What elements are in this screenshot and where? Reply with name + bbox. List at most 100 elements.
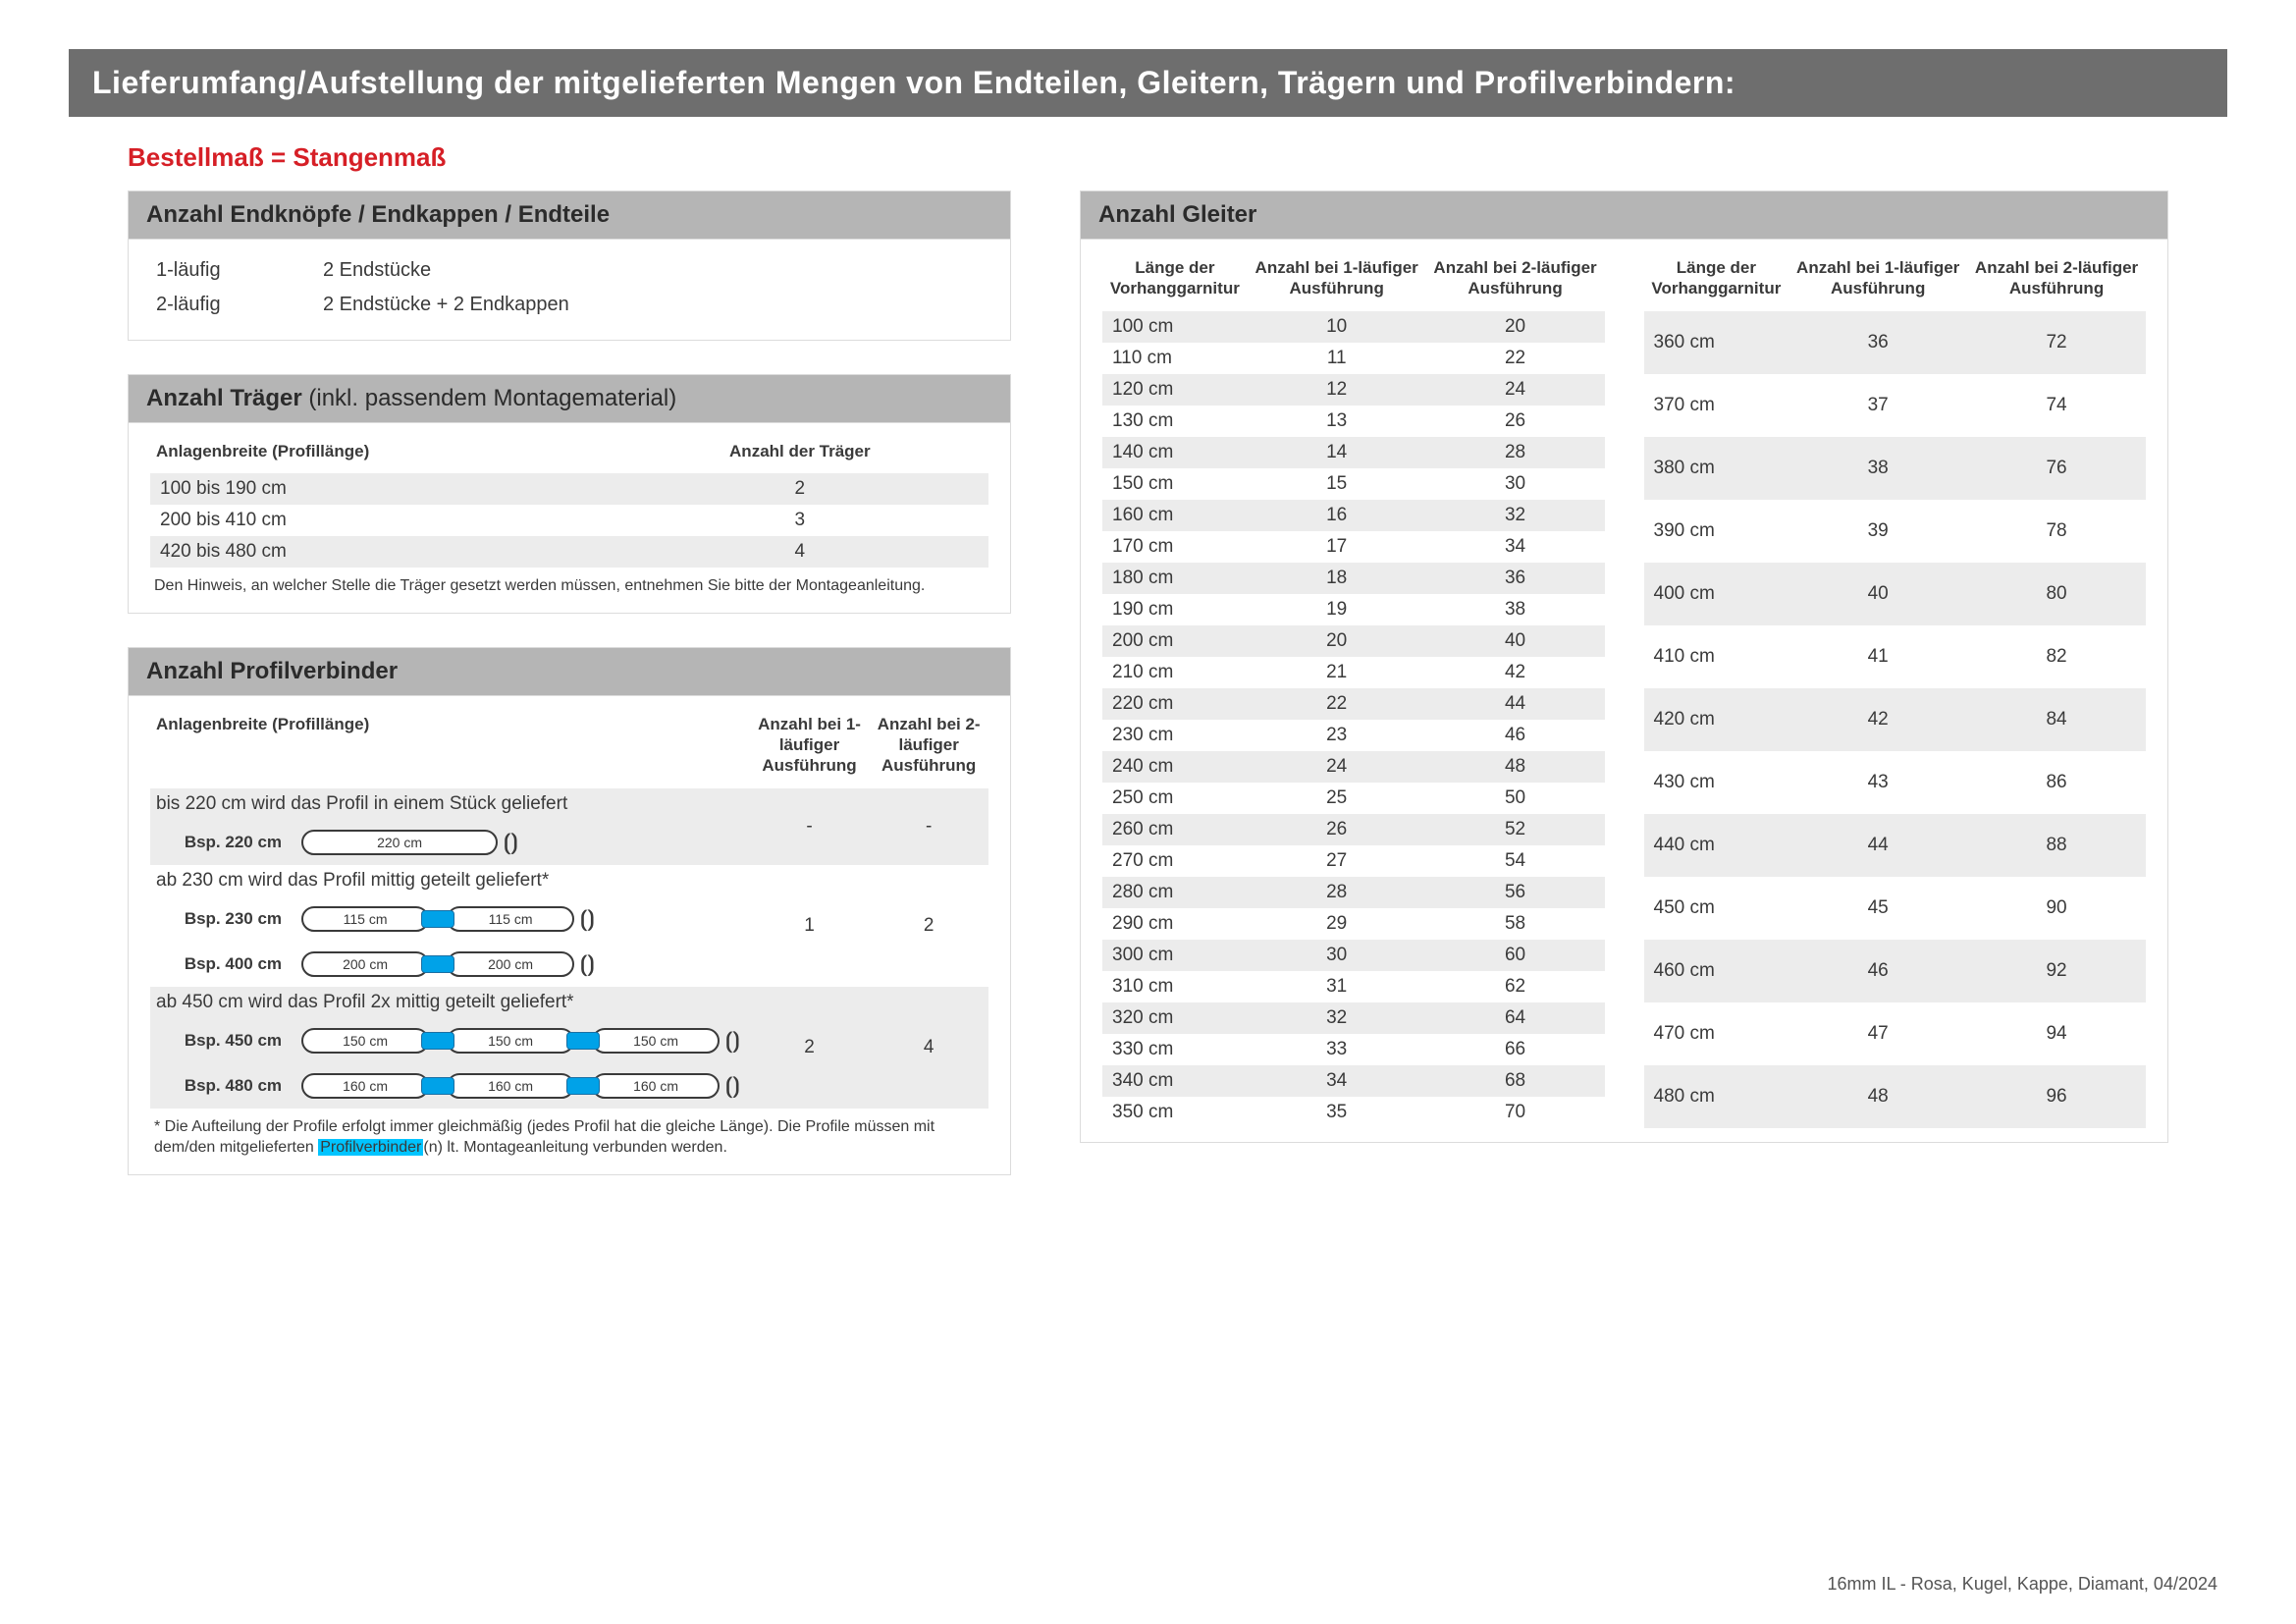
- pv-sketch-cell: 200 cm200 cm⟮⟯: [292, 942, 750, 987]
- endteile-row: 2-läufig 2 Endstücke + 2 Endkappen: [150, 288, 988, 322]
- profile-segment: 160 cm: [447, 1073, 574, 1099]
- pv-example-label: Bsp. 230 cm: [150, 896, 292, 942]
- cell: 2: [750, 987, 870, 1109]
- cell: 30: [1248, 940, 1426, 971]
- cell: 64: [1426, 1002, 1605, 1034]
- profile-segment: 160 cm: [592, 1073, 720, 1099]
- cell: 10: [1248, 311, 1426, 343]
- traeger-body: Anlagenbreite (Profillänge) Anzahl der T…: [129, 423, 1010, 613]
- cell: 44: [1426, 688, 1605, 720]
- cell: 390 cm: [1644, 500, 1789, 563]
- cell: 400 cm: [1644, 563, 1789, 625]
- table-row: 470 cm4794: [1644, 1002, 2147, 1065]
- pv-example-label: Bsp. 220 cm: [150, 820, 292, 865]
- cell: 20: [1426, 311, 1605, 343]
- profile-segment: 200 cm: [447, 951, 574, 977]
- subheading: Bestellmaß = Stangenmaß: [128, 142, 2227, 173]
- connector-icon: [421, 1032, 454, 1050]
- cell: 38: [1426, 594, 1605, 625]
- cell: 43: [1789, 751, 1967, 814]
- cell: 76: [1967, 437, 2146, 500]
- cell: 96: [1967, 1065, 2146, 1128]
- cell: 330 cm: [1102, 1034, 1248, 1065]
- profile-segment: 115 cm: [301, 906, 429, 932]
- table-row: 260 cm2652: [1102, 814, 1605, 845]
- cell: 44: [1789, 814, 1967, 877]
- cell: 190 cm: [1102, 594, 1248, 625]
- cell: 2: [612, 473, 988, 505]
- pv-desc: ab 230 cm wird das Profil mittig geteilt…: [150, 865, 750, 896]
- pv-sketch-cell: 220 cm⟮⟯: [292, 820, 750, 865]
- gleiter-table-right: Länge der Vorhang­garnitur Anzahl bei 1-…: [1644, 249, 2147, 1128]
- table-row: ab 450 cm wird das Profil 2x mittig gete…: [150, 987, 988, 1018]
- cell: 32: [1248, 1002, 1426, 1034]
- pv-sketch-cell: 160 cm160 cm160 cm⟮⟯: [292, 1063, 750, 1109]
- table-row: 410 cm4182: [1644, 625, 2147, 688]
- gleiter-th: Anzahl bei 1-läufiger Ausführung: [1789, 249, 1967, 311]
- cell: 17: [1248, 531, 1426, 563]
- cell: 26: [1248, 814, 1426, 845]
- pv-th: Anlagenbreite (Profillänge): [150, 706, 750, 788]
- cell: 66: [1426, 1034, 1605, 1065]
- gleiter-th: Länge der Vorhang­garnitur: [1644, 249, 1789, 311]
- cell: 470 cm: [1644, 1002, 1789, 1065]
- cell: 11: [1248, 343, 1426, 374]
- cell: 25: [1248, 783, 1426, 814]
- cell: 15: [1248, 468, 1426, 500]
- table-row: 350 cm3570: [1102, 1097, 1605, 1128]
- cell: 460 cm: [1644, 940, 1789, 1002]
- pv-example-label: Bsp. 480 cm: [150, 1063, 292, 1109]
- cell: 200 cm: [1102, 625, 1248, 657]
- cell: 39: [1789, 500, 1967, 563]
- gleiter-th: Anzahl bei 2-läufiger Ausführung: [1967, 249, 2146, 311]
- cell: 88: [1967, 814, 2146, 877]
- cell: 40: [1789, 563, 1967, 625]
- content-columns: Anzahl Endknöpfe / Endkappen / Endteile …: [69, 190, 2227, 1209]
- gleiter-th: Anzahl bei 2-läufiger Ausführung: [1426, 249, 1605, 311]
- table-row: 170 cm1734: [1102, 531, 1605, 563]
- table-row: 200 bis 410 cm3: [150, 505, 988, 536]
- table-row: 160 cm1632: [1102, 500, 1605, 531]
- profile-segment: 220 cm: [301, 830, 498, 855]
- cell: 350 cm: [1102, 1097, 1248, 1128]
- profile-segment: 115 cm: [447, 906, 574, 932]
- gleiter-panel: Anzahl Gleiter Länge der Vorhang­garnitu…: [1080, 190, 2168, 1143]
- traeger-header: Anzahl Träger (inkl. passendem Montagema…: [129, 375, 1010, 423]
- cell: 100 bis 190 cm: [150, 473, 612, 505]
- cell: 420 bis 480 cm: [150, 536, 612, 568]
- pv-note-b: (n) lt. Montageanleitung verbunden werde…: [423, 1139, 727, 1156]
- cell: 320 cm: [1102, 1002, 1248, 1034]
- cell: 370 cm: [1644, 374, 1789, 437]
- profile-segment: 150 cm: [592, 1028, 720, 1054]
- cell: 45: [1789, 877, 1967, 940]
- cell: 68: [1426, 1065, 1605, 1097]
- profile-segment: 160 cm: [301, 1073, 429, 1099]
- cell: 92: [1967, 940, 2146, 1002]
- endteile-cell: 2 Endstücke: [323, 259, 431, 282]
- cell: 32: [1426, 500, 1605, 531]
- cell: 41: [1789, 625, 1967, 688]
- cell: 47: [1789, 1002, 1967, 1065]
- page-footer: 16mm IL - Rosa, Kugel, Kappe, Diamant, 0…: [1827, 1574, 2217, 1595]
- endteile-cell: 1-läufig: [156, 259, 323, 282]
- cell: 74: [1967, 374, 2146, 437]
- cell: 84: [1967, 688, 2146, 751]
- cell: -: [869, 788, 988, 865]
- table-row: 140 cm1428: [1102, 437, 1605, 468]
- traeger-header-bold: Anzahl Träger: [146, 385, 302, 411]
- cell: 94: [1967, 1002, 2146, 1065]
- connector-icon: [566, 1032, 600, 1050]
- connector-icon: [421, 910, 454, 928]
- endcap-icon: ⟮⟯: [580, 906, 595, 932]
- pv-sketch-cell: 150 cm150 cm150 cm⟮⟯: [292, 1018, 750, 1063]
- connector-icon: [421, 955, 454, 973]
- cell: 410 cm: [1644, 625, 1789, 688]
- table-row: 310 cm3162: [1102, 971, 1605, 1002]
- pv-header: Anzahl Profilverbinder: [129, 648, 1010, 696]
- profile-segment: 200 cm: [301, 951, 429, 977]
- cell: 46: [1789, 940, 1967, 1002]
- connector-icon: [421, 1077, 454, 1095]
- table-row: 250 cm2550: [1102, 783, 1605, 814]
- cell: 4: [612, 536, 988, 568]
- pv-desc: bis 220 cm wird das Profil in einem Stüc…: [150, 788, 750, 820]
